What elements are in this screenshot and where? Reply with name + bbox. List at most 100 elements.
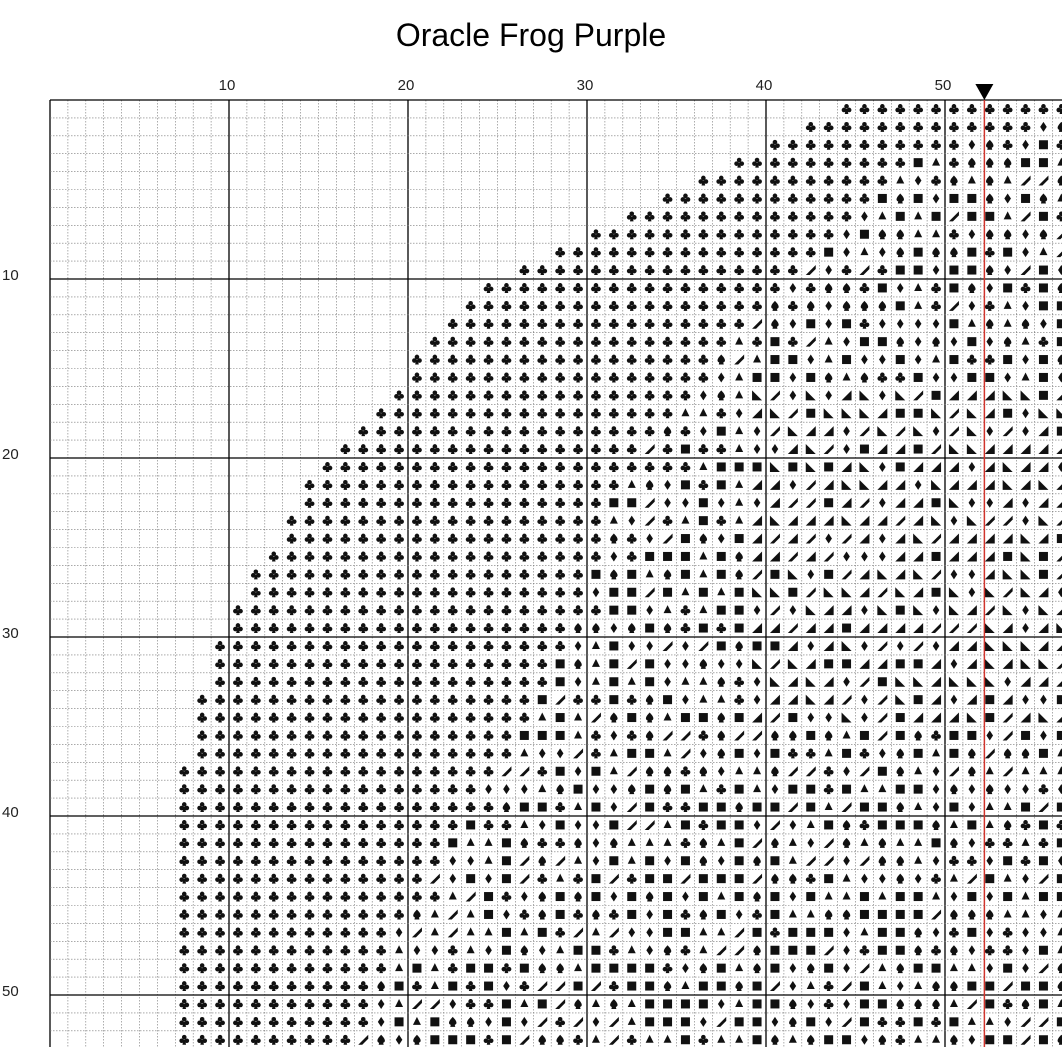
stitch-symbol bbox=[304, 837, 315, 848]
stitch-symbol bbox=[197, 712, 208, 723]
stitch-symbol bbox=[663, 819, 672, 828]
stitch-symbol bbox=[877, 766, 887, 776]
stitch-symbol bbox=[465, 748, 476, 759]
stitch-symbol bbox=[412, 1016, 421, 1025]
stitch-symbol bbox=[752, 229, 762, 240]
stitch-symbol bbox=[250, 855, 261, 866]
stitch-symbol bbox=[537, 981, 548, 992]
stitch-symbol bbox=[1056, 874, 1062, 884]
stitch-symbol bbox=[519, 694, 530, 705]
stitch-symbol bbox=[698, 318, 709, 329]
stitch-symbol bbox=[358, 748, 369, 759]
stitch-symbol bbox=[807, 1034, 815, 1045]
stitch-symbol bbox=[896, 336, 904, 347]
stitch-symbol bbox=[322, 479, 333, 490]
stitch-symbol bbox=[250, 730, 261, 741]
stitch-symbol bbox=[932, 426, 940, 437]
stitch-symbol bbox=[286, 784, 297, 795]
stitch-symbol bbox=[430, 909, 439, 918]
stitch-symbol bbox=[358, 945, 369, 956]
stitch-symbol bbox=[699, 676, 708, 685]
stitch-symbol bbox=[877, 569, 888, 580]
stitch-symbol bbox=[787, 408, 798, 419]
stitch-symbol bbox=[716, 605, 726, 615]
stitch-symbol bbox=[789, 318, 797, 329]
stitch-symbol bbox=[537, 802, 547, 812]
stitch-symbol bbox=[340, 676, 351, 687]
stitch-symbol bbox=[412, 837, 422, 848]
stitch-symbol bbox=[842, 891, 851, 900]
stitch-symbol bbox=[501, 479, 512, 490]
stitch-symbol bbox=[698, 516, 708, 526]
stitch-symbol bbox=[304, 533, 315, 544]
stitch-symbol bbox=[1056, 712, 1062, 723]
stitch-symbol bbox=[377, 1016, 385, 1027]
stitch-symbol bbox=[610, 551, 618, 562]
stitch-symbol bbox=[1021, 336, 1030, 345]
stitch-symbol bbox=[644, 265, 655, 276]
stitch-symbol bbox=[250, 623, 261, 634]
stitch-symbol bbox=[1002, 497, 1013, 508]
stitch-symbol bbox=[931, 730, 941, 741]
stitch-symbol bbox=[931, 121, 941, 132]
stitch-symbol bbox=[465, 551, 476, 562]
stitch-symbol bbox=[413, 909, 421, 920]
stitch-symbol bbox=[233, 873, 243, 884]
stitch-symbol bbox=[787, 569, 798, 580]
stitch-symbol bbox=[179, 766, 190, 777]
stitch-symbol bbox=[984, 533, 995, 544]
stitch-symbol bbox=[215, 820, 225, 830]
stitch-symbol bbox=[770, 372, 780, 382]
stitch-symbol bbox=[913, 139, 924, 150]
stitch-symbol bbox=[538, 712, 547, 721]
stitch-symbol bbox=[841, 175, 852, 186]
stitch-symbol bbox=[824, 569, 834, 579]
stitch-symbol bbox=[843, 766, 850, 777]
stitch-symbol bbox=[806, 927, 816, 937]
stitch-symbol bbox=[573, 605, 583, 616]
stitch-symbol bbox=[859, 444, 869, 454]
stitch-symbol bbox=[215, 1034, 225, 1045]
stitch-symbol bbox=[1057, 282, 1062, 293]
stitch-symbol bbox=[358, 999, 369, 1009]
stitch-symbol bbox=[966, 873, 977, 884]
stitch-symbol bbox=[914, 945, 922, 956]
stitch-symbol bbox=[429, 658, 440, 669]
stitch-symbol bbox=[286, 855, 297, 866]
stitch-symbol bbox=[948, 676, 959, 687]
stitch-symbol bbox=[1056, 479, 1062, 490]
stitch-symbol bbox=[986, 193, 994, 204]
stitch-symbol bbox=[519, 533, 530, 544]
stitch-symbol bbox=[753, 766, 762, 775]
stitch-symbol bbox=[663, 551, 673, 561]
stitch-symbol bbox=[483, 1034, 494, 1045]
stitch-symbol bbox=[680, 927, 690, 937]
stitch-symbol bbox=[376, 748, 387, 759]
stitch-symbol bbox=[986, 426, 994, 437]
stitch-symbol bbox=[717, 533, 725, 544]
stitch-symbol bbox=[429, 676, 440, 687]
stitch-symbol bbox=[752, 999, 762, 1009]
stitch-symbol bbox=[250, 909, 261, 920]
stitch-symbol bbox=[949, 802, 959, 812]
stitch-symbol bbox=[948, 766, 959, 777]
stitch-symbol bbox=[1038, 551, 1048, 561]
stitch-symbol bbox=[896, 318, 904, 329]
stitch-symbol bbox=[412, 658, 422, 669]
stitch-symbol bbox=[823, 766, 834, 777]
stitch-symbol bbox=[1022, 515, 1029, 526]
stitch-symbol bbox=[250, 587, 261, 598]
stitch-symbol bbox=[644, 283, 655, 293]
stitch-symbol bbox=[430, 981, 439, 990]
stitch-symbol bbox=[483, 623, 494, 634]
stitch-symbol bbox=[1038, 587, 1049, 598]
stitch-symbol bbox=[698, 444, 709, 455]
stitch-symbol bbox=[394, 820, 404, 830]
stitch-symbol bbox=[823, 121, 834, 132]
stitch-symbol bbox=[215, 676, 225, 687]
stitch-symbol bbox=[645, 569, 654, 578]
stitch-symbol bbox=[233, 802, 243, 813]
stitch-symbol bbox=[753, 784, 762, 793]
stitch-symbol bbox=[770, 856, 780, 866]
stitch-symbol bbox=[286, 909, 297, 920]
